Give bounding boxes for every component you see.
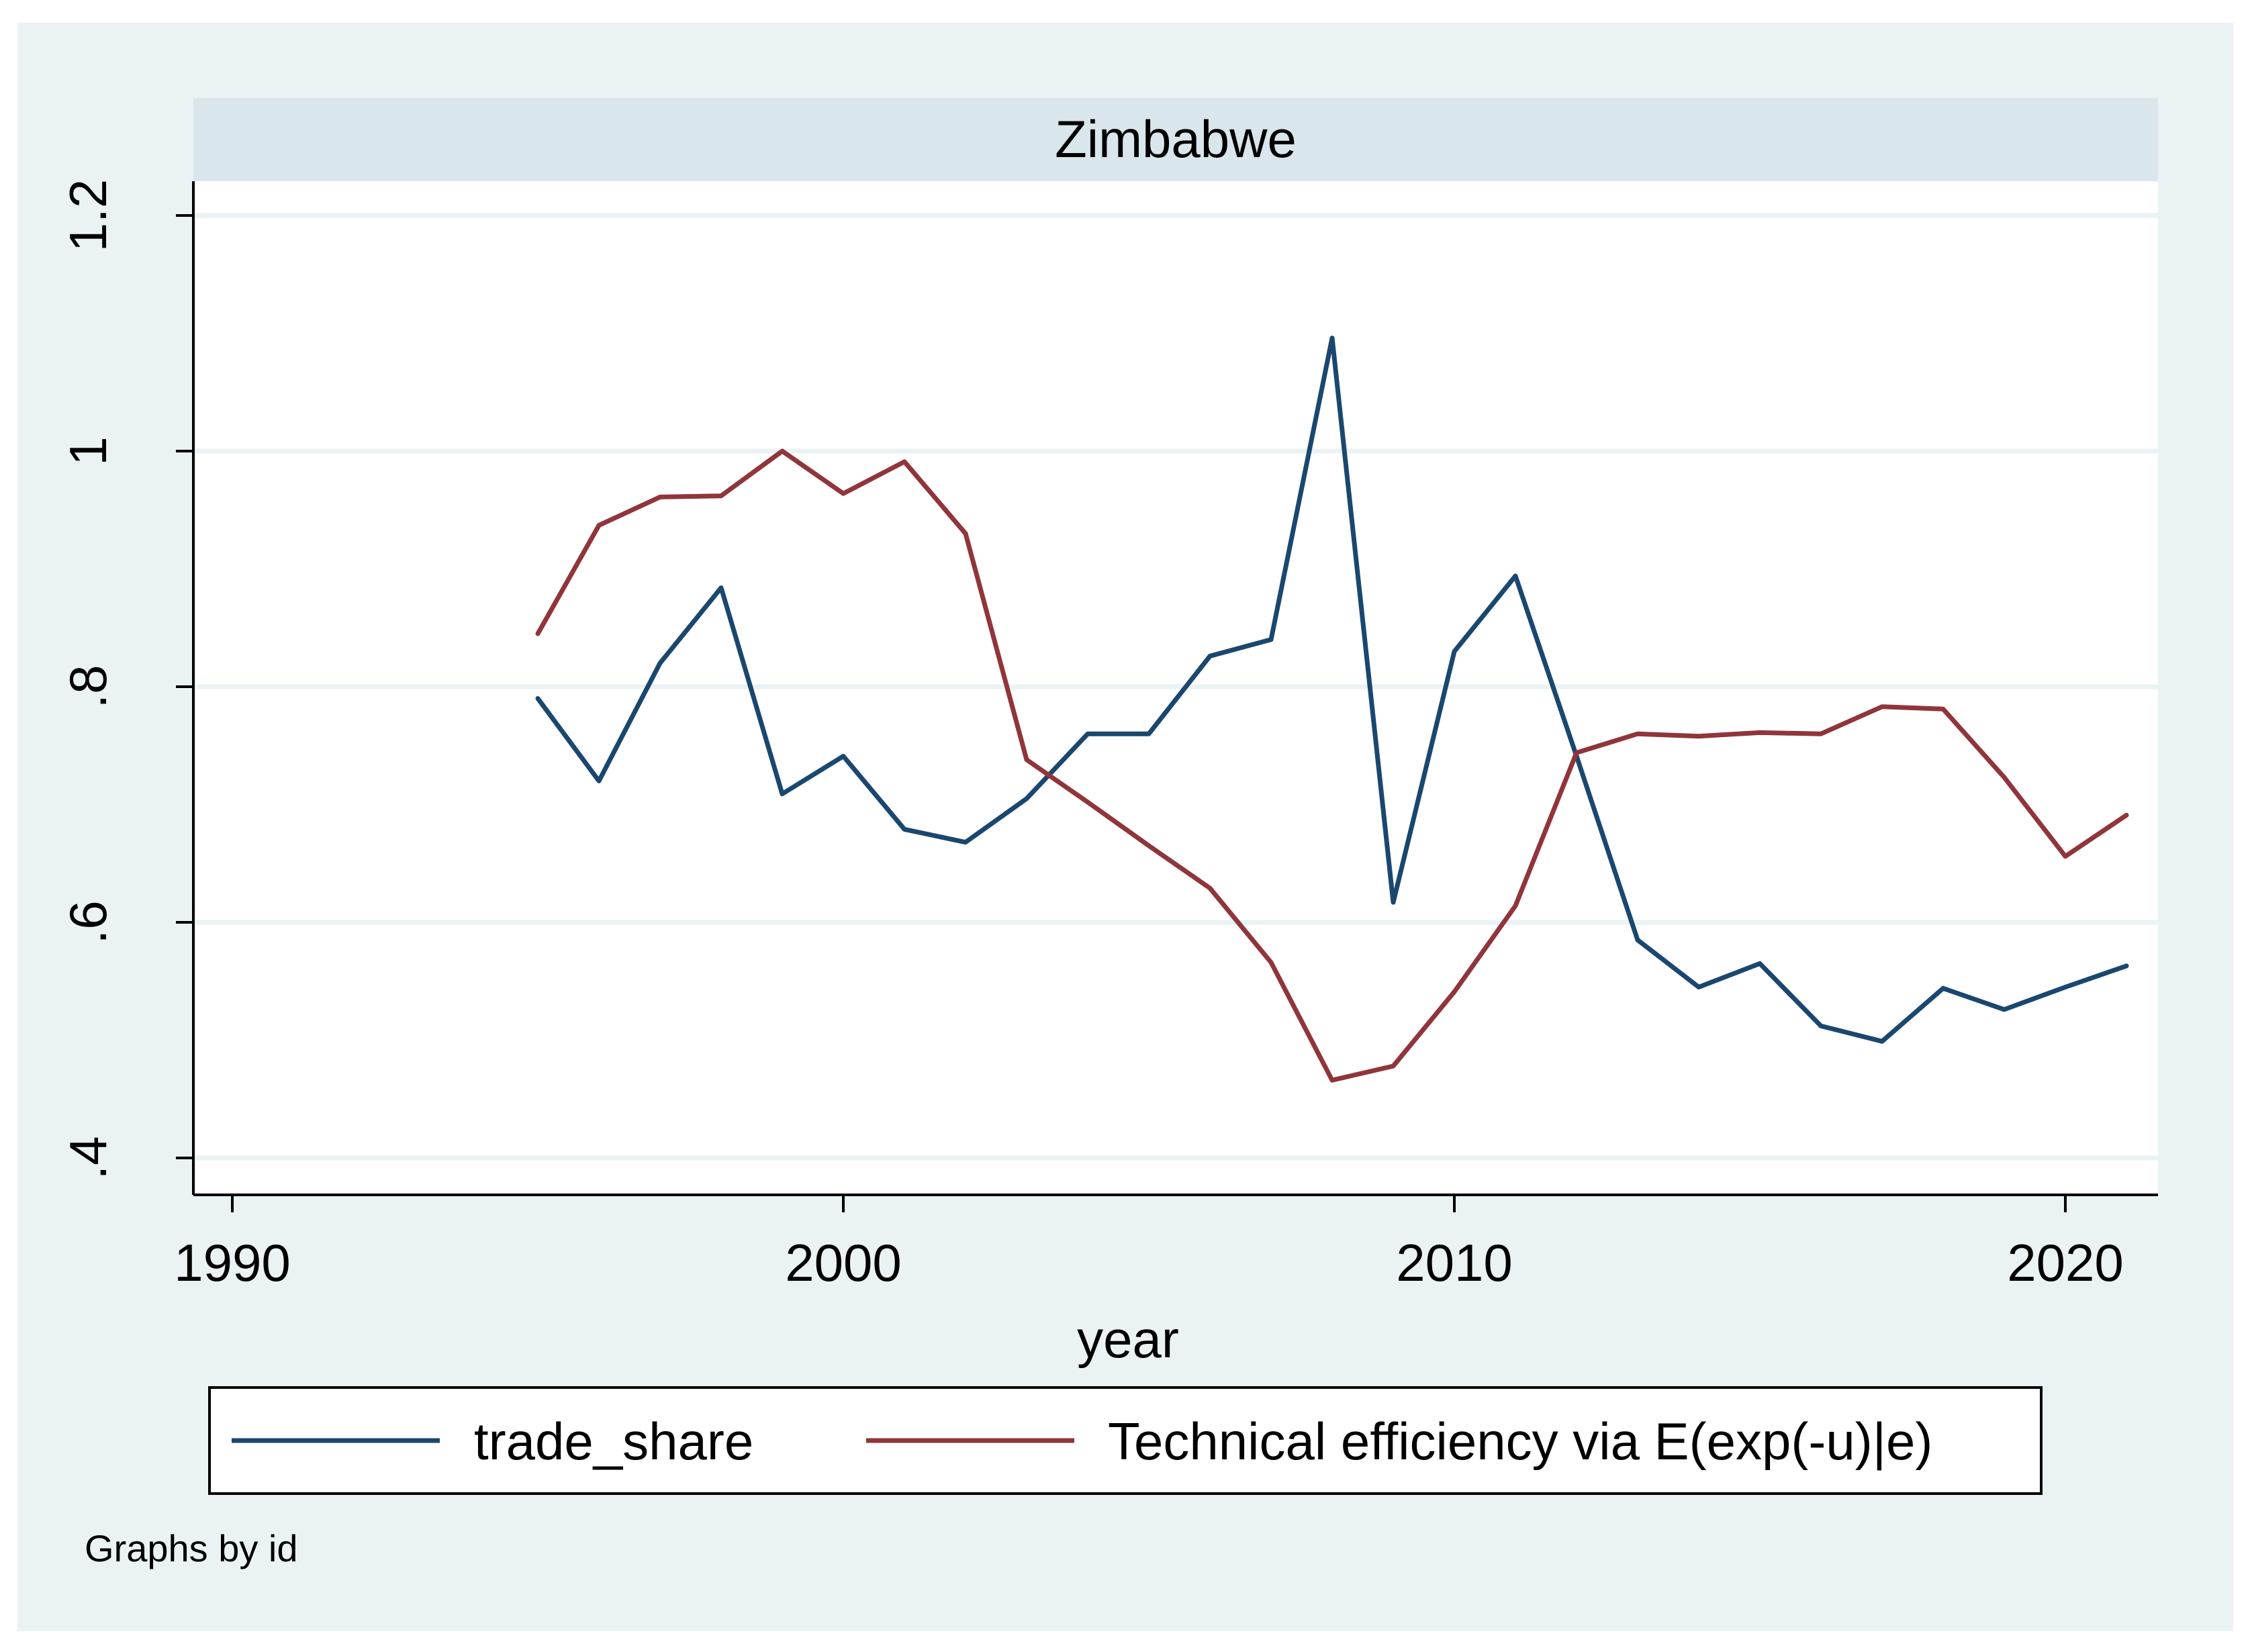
y-axis: .4 .6 .8 1 1.2 [58, 179, 195, 1195]
y-tick-label: 1 [58, 436, 118, 465]
y-tick-label: 1.2 [58, 179, 118, 252]
chart-title: Zimbabwe [1055, 109, 1297, 168]
x-tick-label: 1990 [174, 1233, 291, 1292]
y-tick-label: .4 [58, 1136, 118, 1179]
x-tick-label: 2010 [1396, 1233, 1513, 1292]
x-tick-label: 2000 [785, 1233, 902, 1292]
legend-box [208, 1386, 2043, 1495]
legend: trade_share Technical efficiency via E(ex… [232, 1412, 1932, 1471]
y-tick-label: .6 [58, 900, 118, 944]
y-tick-label: .8 [58, 665, 118, 708]
x-axis-title: year [1077, 1310, 1179, 1369]
x-axis: 1990 2000 2010 2020 [174, 1194, 2158, 1292]
graphs-by-note: Graphs by id [85, 1527, 298, 1569]
legend-label: trade_share [474, 1412, 753, 1471]
grid-lines [193, 213, 2158, 1161]
series-lines [535, 336, 2129, 1083]
series-line-trade-share [535, 336, 2129, 1044]
legend-label: Technical efficiency via E(exp(-u)|e) [1108, 1412, 1932, 1471]
x-tick-label: 2020 [2007, 1233, 2124, 1292]
subtitle-strip [193, 98, 2158, 181]
series-line-technical-efficiency [535, 448, 2129, 1083]
